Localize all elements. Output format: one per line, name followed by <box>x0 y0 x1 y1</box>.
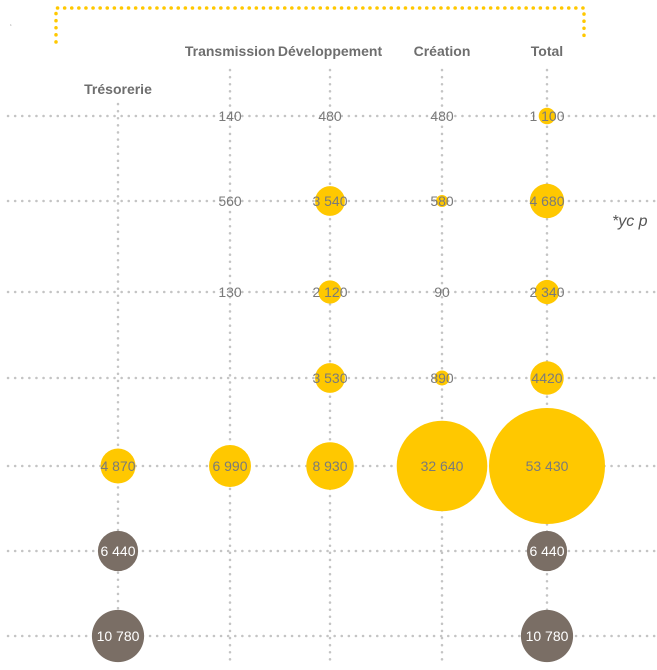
bubble-r2-c4 <box>436 195 448 207</box>
column-header-2: Transmission <box>185 43 275 59</box>
bubble-label-r4-c5: 4420 <box>531 370 562 386</box>
bubble-label-r3-c5: 2 340 <box>529 284 564 300</box>
bubble-label-r7-c5: 10 780 <box>526 628 569 644</box>
footnote-text: *yc p <box>612 213 648 230</box>
header-bracket <box>54 6 586 44</box>
corner-tick-mark: ‘ <box>10 23 12 32</box>
bubble-label-r3-c4: 90 <box>434 284 450 300</box>
bubble-r7-c1 <box>91 609 145 663</box>
column-header-1: Trésorerie <box>84 81 152 97</box>
bubble-label-r2-c2: 560 <box>218 193 242 209</box>
bubble-label-r5-c2: 6 990 <box>212 458 247 474</box>
bubble-label-r3-c3: 2 120 <box>312 284 347 300</box>
column-header-5: Total <box>531 43 563 59</box>
bubble-label-r2-c5: 4 680 <box>529 193 564 209</box>
bubble-r5-c3 <box>306 442 354 490</box>
bubble-r6-c1 <box>97 530 139 572</box>
bubble-label-r7-c1: 10 780 <box>97 628 140 644</box>
bubble-r4-c5 <box>530 361 564 395</box>
bubble-label-r4-c3: 3 530 <box>312 370 347 386</box>
bubble-label-r5-c4: 32 640 <box>421 458 464 474</box>
bubble-label-r1-c5: 1 100 <box>529 108 564 124</box>
bubble-label-r3-c2: 130 <box>218 284 242 300</box>
bubble-label-r1-c3: 480 <box>318 108 342 124</box>
bubble-r5-c5 <box>489 408 605 524</box>
bubble-label-r5-c3: 8 930 <box>312 458 347 474</box>
bubble-label-r6-c1: 6 440 <box>100 543 135 559</box>
column-header-3: Développement <box>278 43 383 59</box>
bubble-r5-c4 <box>396 420 488 512</box>
bubble-label-r5-c5: 53 430 <box>526 458 569 474</box>
bubble-r4-c4 <box>434 370 450 386</box>
bubble-r2-c3 <box>315 186 345 216</box>
bubble-r5-c1 <box>100 448 136 484</box>
column-headers: Trésorerie Transmission Développement Créat… <box>84 43 563 97</box>
column-header-4: Création <box>414 43 471 59</box>
bubble-r5-c2 <box>209 445 251 487</box>
bubble-label-r1-c4: 480 <box>430 108 454 124</box>
bubble-label-r2-c4: 580 <box>430 193 454 209</box>
bubble-r7-c5 <box>520 609 574 663</box>
bubble-r2-c5 <box>529 183 565 219</box>
bubble-label-r5-c1: 4 870 <box>100 458 135 474</box>
bubble-r4-c3 <box>315 363 345 393</box>
bubble-r3-c3 <box>318 280 342 304</box>
bubble-label-r1-c2: 140 <box>218 108 242 124</box>
bubble-label-r2-c3: 3 540 <box>312 193 347 209</box>
bubble-r1-c5 <box>538 107 556 125</box>
bubble-label-r4-c4: 890 <box>430 370 454 386</box>
bubble-r3-c5 <box>534 279 560 305</box>
bubble-r6-c5 <box>526 530 568 572</box>
bubble-label-r6-c5: 6 440 <box>529 543 564 559</box>
bubbles: 140 480 480 1 100 560 3 540 580 4 680 130 2 120 90… <box>91 107 605 663</box>
